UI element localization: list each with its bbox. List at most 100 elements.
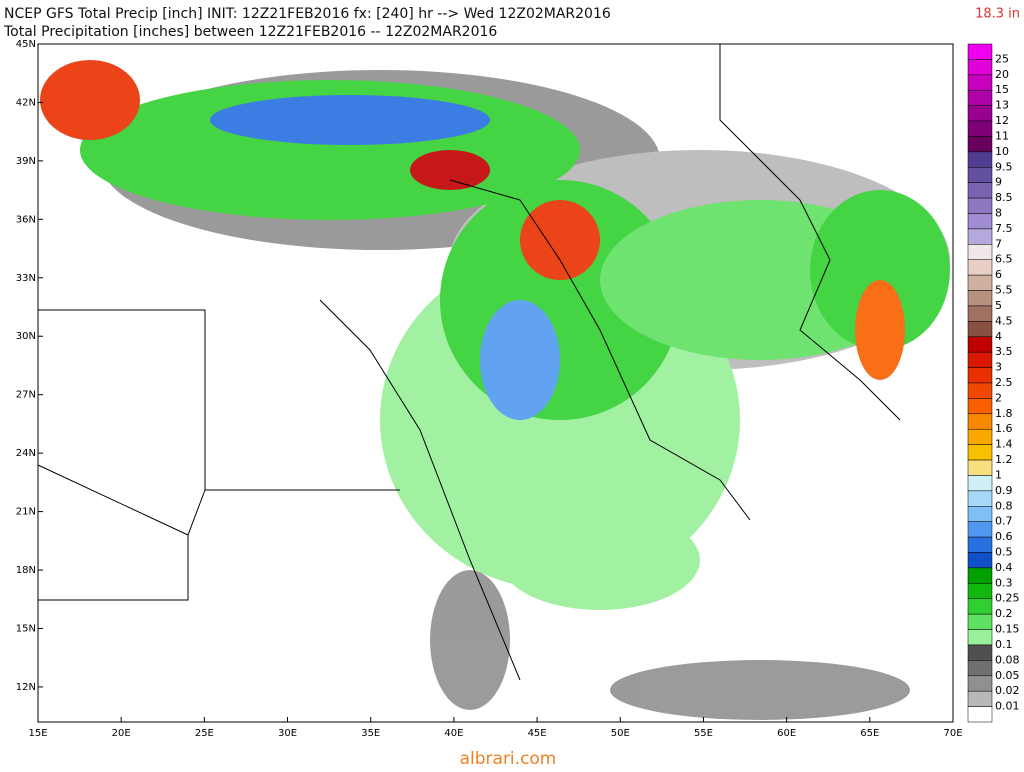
lon-label: 60E [777,728,796,739]
lat-label: 45N [16,39,36,50]
legend-label: 20 [995,68,1009,81]
legend-label: 0.01 [995,700,1020,713]
lon-label: 35E [361,728,380,739]
legend-label: 1.8 [995,407,1013,420]
map [37,43,954,723]
legend-swatch [967,351,993,368]
legend-label: 0.25 [995,592,1020,605]
legend-swatch [967,244,993,260]
legend-swatch [967,120,993,137]
max-label: 18.3 in [975,7,1020,22]
lat-label: 36N [16,214,36,225]
legend-label: 10 [995,145,1009,158]
lat-label: 21N [16,507,36,518]
legend-label: 0.3 [995,576,1013,589]
legend-swatch [967,660,993,677]
legend-swatch [967,305,993,322]
lon-label: 40E [444,728,463,739]
legend-label: 25 [995,52,1009,65]
lon-label: 20E [112,728,131,739]
lat-label: 15N [16,623,36,634]
legend-label: 6 [995,268,1002,281]
legend-label: 0.15 [995,623,1020,636]
lon-label: 25E [195,728,214,739]
legend-label: 1.6 [995,422,1013,435]
legend-swatch [967,136,993,153]
legend-label: 8.5 [995,191,1013,204]
legend-swatch [967,644,993,661]
legend-swatch [967,167,993,183]
legend-label: 5.5 [995,284,1013,297]
legend-label: 0.4 [995,561,1013,574]
legend-swatch [967,490,993,507]
legend-label: 6.5 [995,253,1013,266]
legend-swatch [967,321,993,338]
legend-label: 0.9 [995,484,1013,497]
lon-label: 30E [278,728,297,739]
legend-label: 1.4 [995,438,1013,451]
legend-swatch [967,706,993,723]
legend-swatch [967,290,993,307]
lat-label: 27N [16,390,36,401]
legend-swatch [967,74,993,91]
legend-swatch [967,552,993,569]
legend-label: 0.2 [995,607,1013,620]
legend-swatch [967,475,993,492]
legend-swatch [967,598,993,615]
legend-label: 2 [995,391,1002,404]
lon-label: 45E [528,728,547,739]
legend-label: 11 [995,129,1009,142]
lat-label: 12N [16,682,36,693]
legend-swatch [967,213,993,230]
legend-swatch [967,521,993,538]
lon-label: 65E [860,728,879,739]
lon-label: 55E [694,728,713,739]
legend-label: 2.5 [995,376,1013,389]
legend-swatch [967,367,993,384]
legend-label: 1.2 [995,453,1013,466]
legend-label: 0.7 [995,515,1013,528]
legend-swatch [967,259,993,276]
legend-label: 9 [995,176,1002,189]
legend-label: 3 [995,361,1002,374]
legend-swatch [967,444,993,461]
legend: 252015131211109.598.587.576.565.554.543.… [967,43,1020,723]
lat-label: 42N [16,97,36,108]
legend-label: 12 [995,114,1009,127]
legend-swatch [967,274,993,291]
lat-label: 24N [16,448,36,459]
legend-swatch [967,675,993,692]
legend-label: 8 [995,207,1002,220]
lat-label: 39N [16,156,36,167]
legend-swatch [967,629,993,646]
subtitle: Total Precipitation [inches] between 12Z… [3,24,497,40]
legend-label: 1 [995,468,1002,481]
legend-label: 0.1 [995,638,1013,651]
borders [37,44,901,681]
legend-label: 4 [995,330,1002,343]
legend-swatch [967,228,993,245]
watermark: albrari.com [460,749,557,768]
legend-swatch [967,336,993,353]
legend-label: 7 [995,237,1002,250]
legend-label: 0.8 [995,499,1013,512]
legend-label: 9.5 [995,160,1013,173]
legend-swatch [967,151,993,168]
legend-swatch [967,398,993,415]
lat-label: 33N [16,273,36,284]
legend-swatch [967,89,993,106]
legend-swatch [967,567,993,584]
legend-label: 13 [995,99,1009,112]
lat-label: 30N [16,331,36,342]
legend-label: 0.05 [995,669,1020,682]
legend-swatch [967,459,993,476]
lat-label: 18N [16,565,36,576]
legend-swatch [967,59,993,76]
legend-label: 4.5 [995,314,1013,327]
legend-label: 0.08 [995,653,1020,666]
legend-label: 0.02 [995,684,1020,697]
lon-label: 50E [611,728,630,739]
legend-swatch [967,43,993,60]
legend-label: 3.5 [995,345,1013,358]
